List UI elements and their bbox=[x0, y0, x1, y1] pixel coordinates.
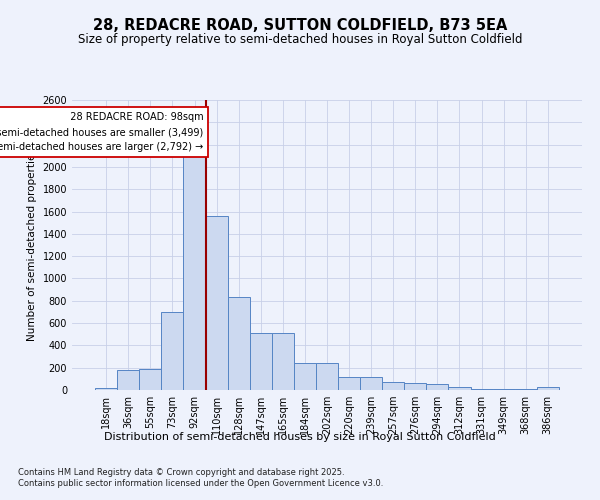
Bar bbox=[294, 362, 316, 390]
Bar bbox=[117, 370, 139, 390]
Bar bbox=[95, 388, 117, 390]
Text: 28, REDACRE ROAD, SUTTON COLDFIELD, B73 5EA: 28, REDACRE ROAD, SUTTON COLDFIELD, B73 … bbox=[93, 18, 507, 32]
Bar bbox=[448, 387, 470, 390]
Bar bbox=[537, 387, 559, 390]
Bar bbox=[139, 370, 161, 390]
Bar bbox=[316, 362, 338, 390]
Bar bbox=[404, 383, 427, 390]
Y-axis label: Number of semi-detached properties: Number of semi-detached properties bbox=[27, 148, 37, 342]
Text: 28 REDACRE ROAD: 98sqm
← 55% of semi-detached houses are smaller (3,499)
  44% o: 28 REDACRE ROAD: 98sqm ← 55% of semi-det… bbox=[0, 112, 203, 152]
Bar bbox=[360, 376, 382, 390]
Bar bbox=[338, 376, 360, 390]
Bar bbox=[250, 333, 272, 390]
Bar bbox=[272, 333, 294, 390]
Bar bbox=[161, 312, 184, 390]
Bar bbox=[227, 298, 250, 390]
Bar bbox=[427, 384, 448, 390]
Bar bbox=[206, 216, 227, 390]
Text: Distribution of semi-detached houses by size in Royal Sutton Coldfield: Distribution of semi-detached houses by … bbox=[104, 432, 496, 442]
Text: Contains HM Land Registry data © Crown copyright and database right 2025.
Contai: Contains HM Land Registry data © Crown c… bbox=[18, 468, 383, 487]
Text: Size of property relative to semi-detached houses in Royal Sutton Coldfield: Size of property relative to semi-detach… bbox=[78, 32, 522, 46]
Bar bbox=[382, 382, 404, 390]
Bar bbox=[184, 154, 206, 390]
